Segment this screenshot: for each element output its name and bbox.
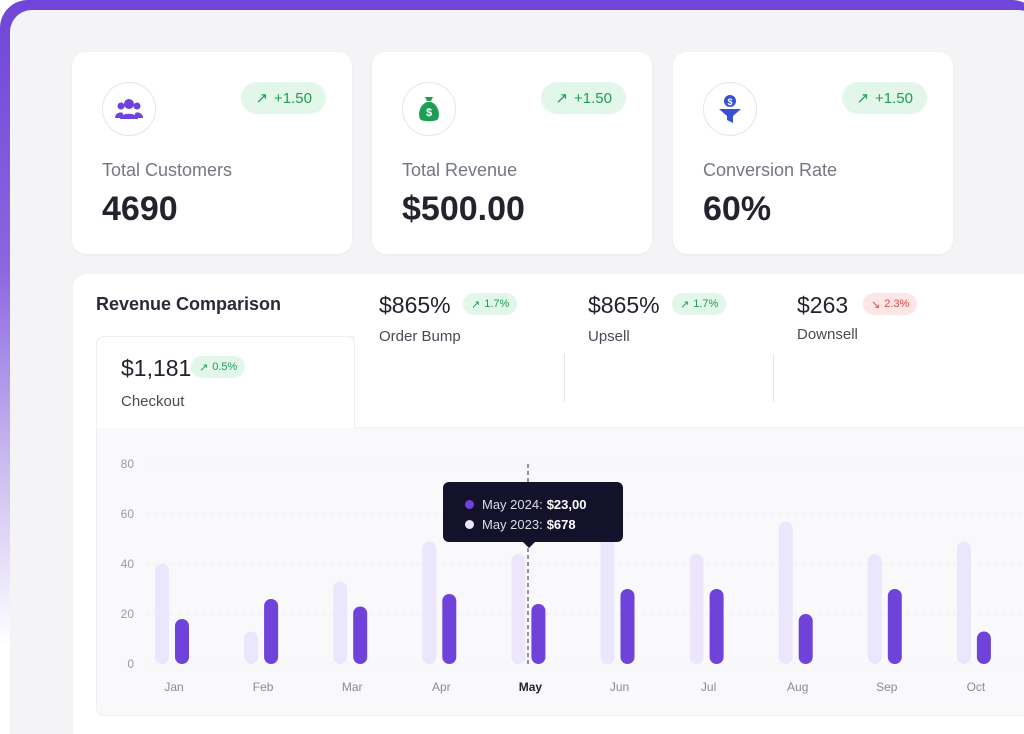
change-chip: ↗ 0.5%	[191, 356, 246, 378]
tab-value: $263	[797, 292, 849, 318]
trend-up-icon: ↗	[199, 361, 209, 374]
stat-value: 60%	[703, 190, 772, 228]
tab-upsell[interactable]: $865% ↗ 1.7% Upsell	[588, 274, 768, 366]
chart-title: Revenue Comparison	[96, 294, 282, 314]
tab-value: $865%	[379, 292, 451, 318]
change-badge: ↗ +1.50	[842, 82, 927, 114]
stat-value: $500.00	[402, 190, 525, 228]
stat-card-conversion: $ ↗ +1.50 Conversion Rate 60%	[673, 52, 953, 254]
series-dot	[465, 519, 474, 529]
stat-label: Total Customers	[102, 160, 233, 180]
tab-value: $1,181	[121, 355, 192, 381]
tab-downsell[interactable]: $263 ↘ 2.3% Downsell	[797, 274, 977, 366]
tab-divider	[564, 354, 565, 402]
funnel-dollar-icon: $	[703, 82, 757, 136]
tab-label: Upsell	[588, 328, 630, 345]
change-chip: ↗ 1.7%	[463, 293, 518, 315]
users-icon	[102, 82, 156, 136]
trend-up-icon: ↗	[471, 298, 481, 311]
svg-text:$: $	[727, 97, 732, 107]
stat-card-customers: ↗ +1.50 Total Customers 4690	[72, 52, 352, 254]
tab-divider	[773, 354, 774, 402]
trend-up-icon: ↗	[255, 90, 269, 107]
tooltip-arrow	[523, 542, 535, 548]
stat-card-revenue: $ ↗ +1.50 Total Revenue $500.00	[372, 52, 652, 254]
trend-up-icon: ↗	[680, 298, 690, 311]
chart-tooltip: May 2024: $23,00 May 2023: $678	[443, 482, 623, 548]
stat-label: Conversion Rate	[703, 160, 838, 180]
tooltip-row: May 2023: $678	[465, 514, 623, 534]
tab-order-bump[interactable]: $865% ↗ 1.7% Order Bump	[379, 274, 559, 366]
change-badge: ↗ +1.50	[241, 82, 326, 114]
trend-up-icon: ↗	[555, 90, 569, 107]
change-badge: ↗ +1.50	[541, 82, 626, 114]
trend-down-icon: ↘	[871, 298, 881, 311]
tab-label: Checkout	[121, 393, 185, 410]
tab-label: Order Bump	[379, 328, 461, 345]
change-chip: ↗ 1.7%	[672, 293, 727, 315]
stat-value: 4690	[102, 190, 178, 228]
stat-label: Total Revenue	[402, 160, 518, 180]
tooltip-row: May 2024: $23,00	[465, 494, 623, 514]
trend-up-icon: ↗	[856, 90, 870, 107]
tab-checkout[interactable]: $1,181 ↗ 0.5% Checkout	[96, 336, 355, 428]
svg-text:$: $	[426, 107, 432, 119]
money-bag-icon: $	[402, 82, 456, 136]
tab-value: $865%	[588, 292, 660, 318]
tabs-strip	[355, 336, 1024, 428]
series-dot	[465, 499, 474, 509]
change-chip: ↘ 2.3%	[863, 293, 918, 315]
tab-label: Downsell	[797, 326, 858, 343]
